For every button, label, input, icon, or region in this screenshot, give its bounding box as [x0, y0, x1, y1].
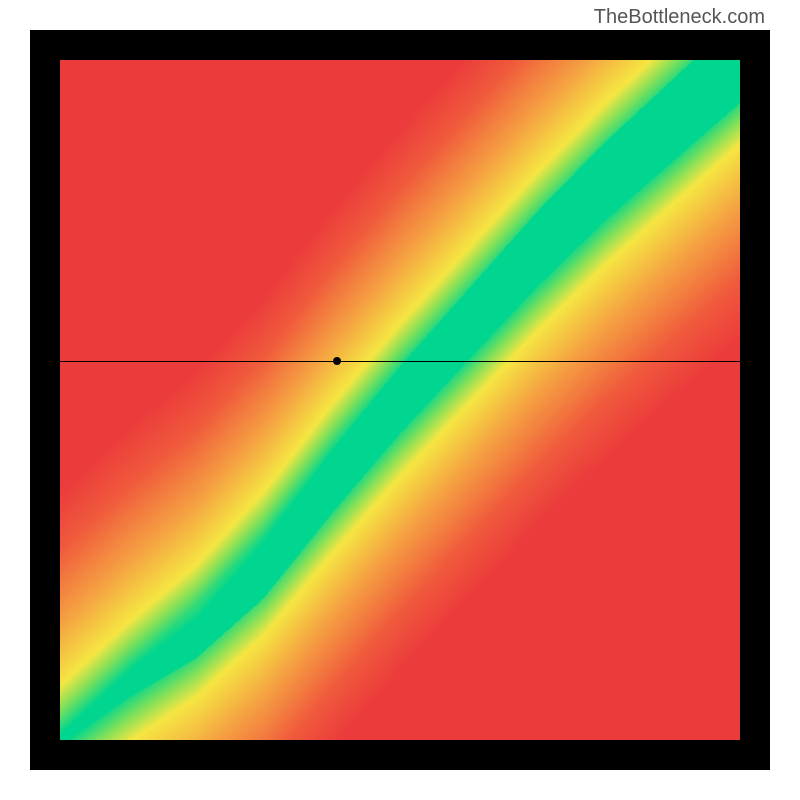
chart-container: TheBottleneck.com — [0, 0, 800, 800]
watermark-text: TheBottleneck.com — [594, 6, 765, 29]
crosshair-horizontal — [60, 361, 740, 362]
chart-frame — [30, 30, 770, 770]
crosshair-point — [333, 357, 341, 365]
heatmap-canvas — [60, 60, 740, 740]
heatmap-plot — [60, 60, 740, 740]
